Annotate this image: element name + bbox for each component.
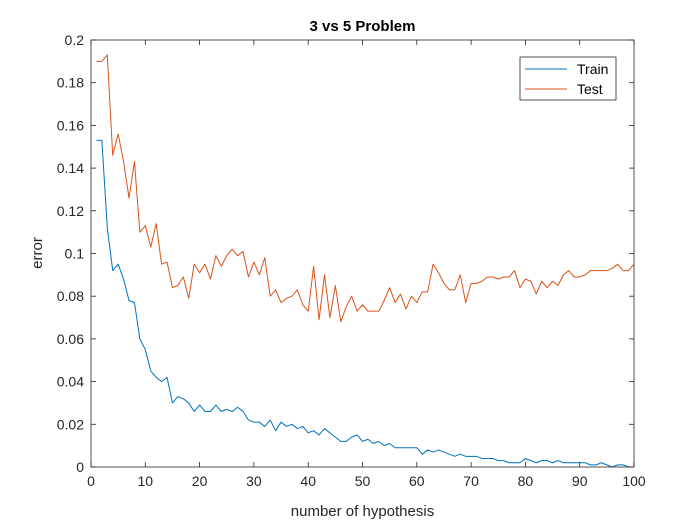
x-tick-label: 60: [409, 473, 425, 489]
series-line-test: [96, 54, 635, 323]
x-tick-label: 0: [87, 473, 95, 489]
y-tick-label: 0.08: [57, 288, 84, 304]
y-axis-label: error: [29, 237, 46, 269]
x-tick-label: 40: [300, 473, 316, 489]
y-tick-label: 0: [76, 459, 84, 475]
y-tick-label: 0.2: [65, 32, 85, 48]
x-tick-label: 20: [192, 473, 208, 489]
legend-box: [519, 56, 617, 101]
axes-layer: 0 10 20 30 40 50 60 70 80 90 100 0 0.02 0.04 0.06 0.08 0…: [57, 32, 646, 489]
y-tick-label: 0.1: [65, 246, 85, 262]
series-layer: [96, 54, 635, 468]
x-axis-label: number of hypothesis: [291, 503, 434, 520]
chart-title: 3 vs 5 Problem: [310, 18, 416, 35]
x-tick-label: 30: [246, 473, 262, 489]
y-tick-label: 0.14: [57, 160, 84, 176]
series-line-train: [96, 139, 634, 468]
y-tick-label: 0.02: [57, 416, 84, 432]
x-tick-label: 90: [572, 473, 588, 489]
y-tick-label: 0.04: [57, 374, 84, 390]
y-tick-label: 0.16: [57, 117, 84, 133]
y-tick-label: 0.18: [57, 75, 84, 91]
legend-train-label: Train: [577, 61, 608, 77]
y-tick-label: 0.12: [57, 203, 84, 219]
x-tick-label: 50: [355, 473, 371, 489]
x-tick-label: 80: [518, 473, 534, 489]
x-tick-label: 100: [622, 473, 646, 489]
legend-test-label: Test: [577, 81, 603, 97]
x-tick-label: 70: [463, 473, 479, 489]
legend: Train Test: [519, 56, 617, 101]
x-tick-label: 10: [138, 473, 154, 489]
y-tick-label: 0.06: [57, 331, 84, 347]
plot-area-background: [91, 40, 634, 467]
